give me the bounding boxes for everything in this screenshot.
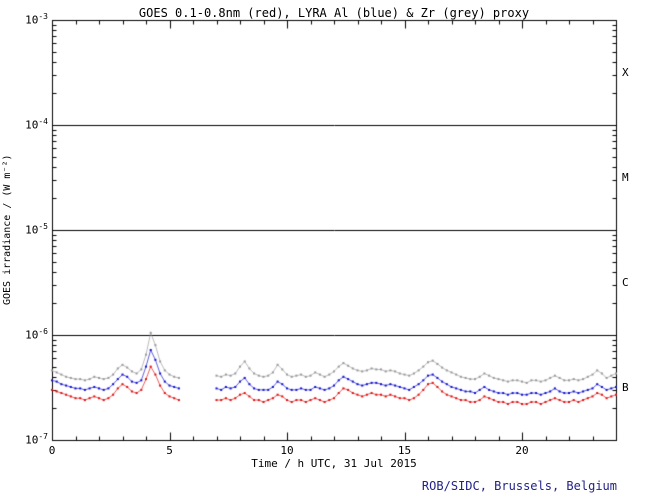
y-tick-label: 10-4 bbox=[25, 117, 48, 132]
y-tick-label: 10-7 bbox=[25, 432, 48, 447]
y-tick-label: 10-5 bbox=[25, 222, 48, 237]
flare-class-label: C bbox=[622, 275, 629, 289]
x-tick-label: 0 bbox=[48, 444, 56, 457]
y-tick-label: 10-3 bbox=[25, 12, 48, 27]
x-tick-label: 15 bbox=[397, 444, 412, 457]
chart-title: GOES 0.1-0.8nm (red), LYRA Al (blue) & Z… bbox=[138, 6, 530, 20]
flare-class-label: M bbox=[622, 170, 629, 184]
flare-class-label: B bbox=[622, 380, 629, 394]
flare-class-label: X bbox=[622, 65, 629, 79]
credit-text: ROB/SIDC, Brussels, Belgium bbox=[421, 479, 617, 493]
x-axis-label: Time / h UTC, 31 Jul 2015 bbox=[251, 457, 417, 470]
x-tick-label: 5 bbox=[166, 444, 173, 457]
y-tick-label: 10-6 bbox=[25, 327, 48, 342]
x-tick-label: 20 bbox=[515, 444, 529, 457]
x-tick-label: 10 bbox=[280, 444, 294, 457]
